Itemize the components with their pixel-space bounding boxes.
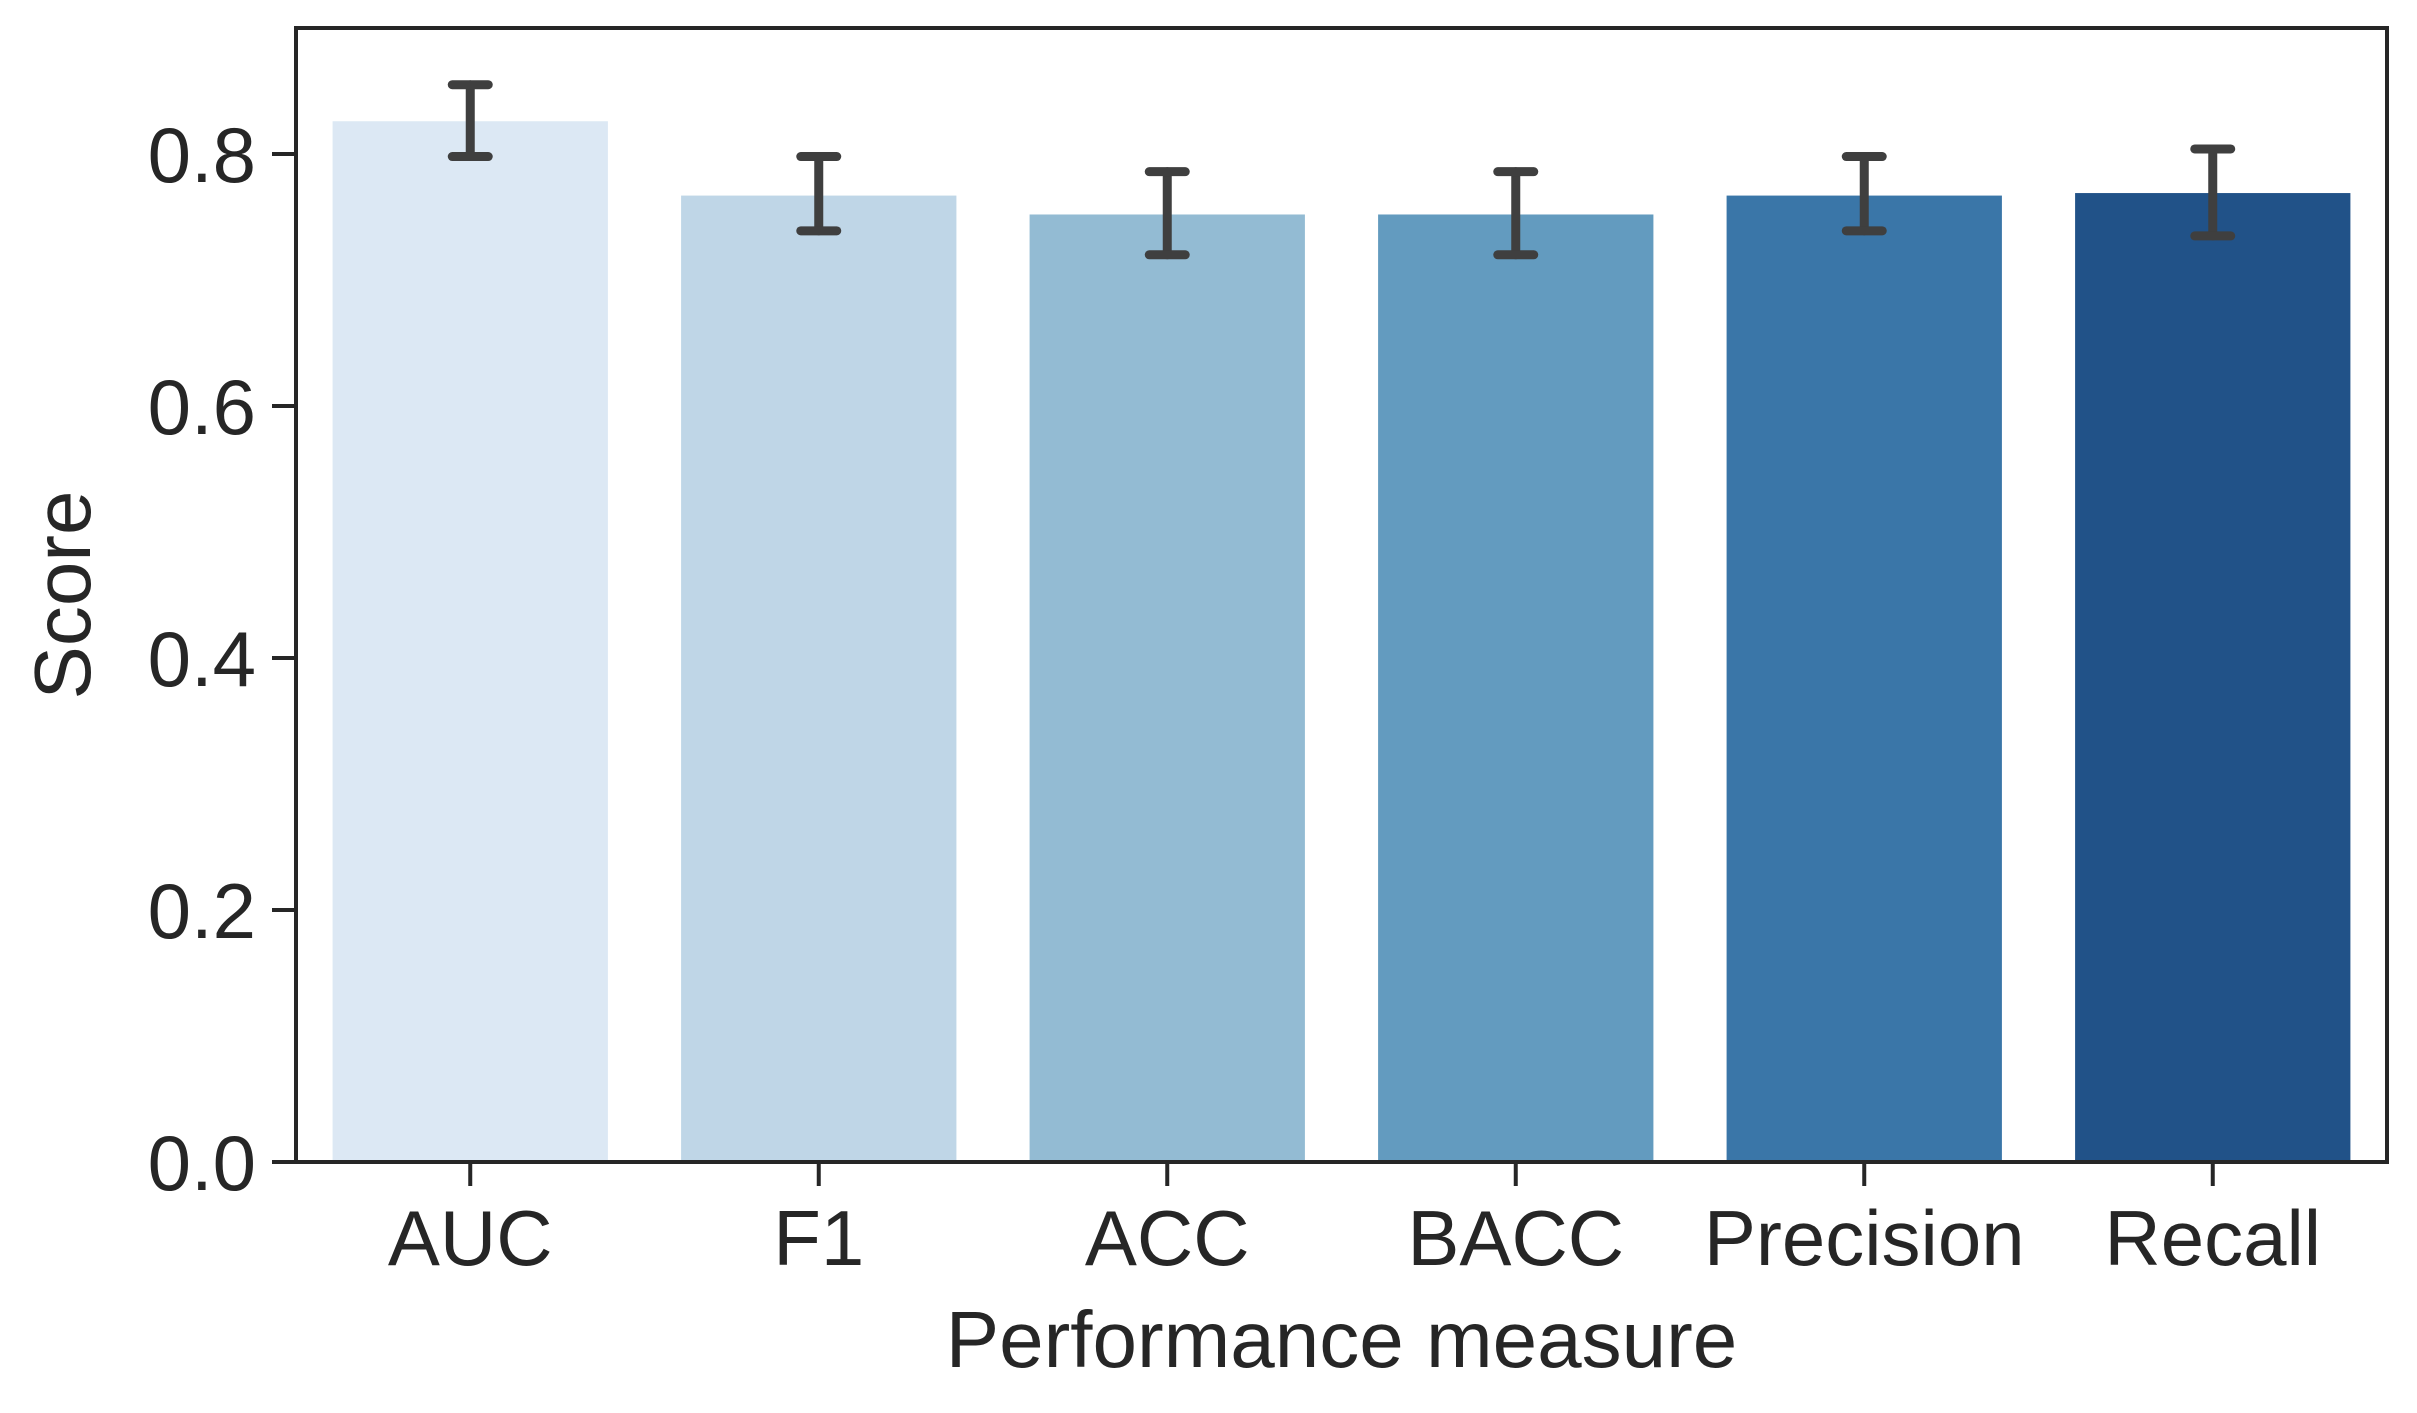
bar-bacc [1378, 214, 1654, 1163]
x-tick-label-bacc: BACC [1407, 1194, 1624, 1282]
bar-precision [1726, 195, 2002, 1162]
y-tick-label: 0.4 [148, 615, 256, 703]
bar-f1 [681, 195, 957, 1162]
error-bar-bacc [1493, 167, 1539, 260]
error-bar-auc [447, 80, 493, 162]
y-axis-title: Score [18, 491, 107, 700]
y-tick-label: 0.8 [148, 111, 256, 199]
x-tick-label-acc: ACC [1085, 1194, 1250, 1282]
y-tick-label: 0.6 [148, 363, 256, 451]
error-bars-layer [447, 80, 2236, 260]
x-tick-label-precision: Precision [1704, 1194, 2025, 1282]
y-axis: 0.0 0.2 0.4 0.6 0.8 [148, 111, 296, 1207]
x-tick-label-recall: Recall [2104, 1194, 2321, 1282]
bars-layer [332, 121, 2351, 1163]
bar-auc [332, 121, 608, 1163]
error-bar-acc [1144, 167, 1190, 260]
bar-recall [2075, 193, 2351, 1162]
x-axis-title: Performance measure [946, 1295, 1737, 1384]
bar-acc [1029, 214, 1305, 1163]
error-bar-recall [2190, 144, 2236, 241]
x-axis: AUC F1 ACC BACC Precision Recall [388, 1162, 2321, 1282]
error-bar-f1 [796, 152, 842, 236]
x-tick-label-auc: AUC [388, 1194, 553, 1282]
x-tick-label-f1: F1 [773, 1194, 864, 1282]
y-tick-label: 0.2 [148, 867, 256, 955]
y-tick-label: 0.0 [148, 1119, 256, 1207]
error-bar-precision [1841, 152, 1887, 236]
plot-frame [294, 26, 2389, 1164]
